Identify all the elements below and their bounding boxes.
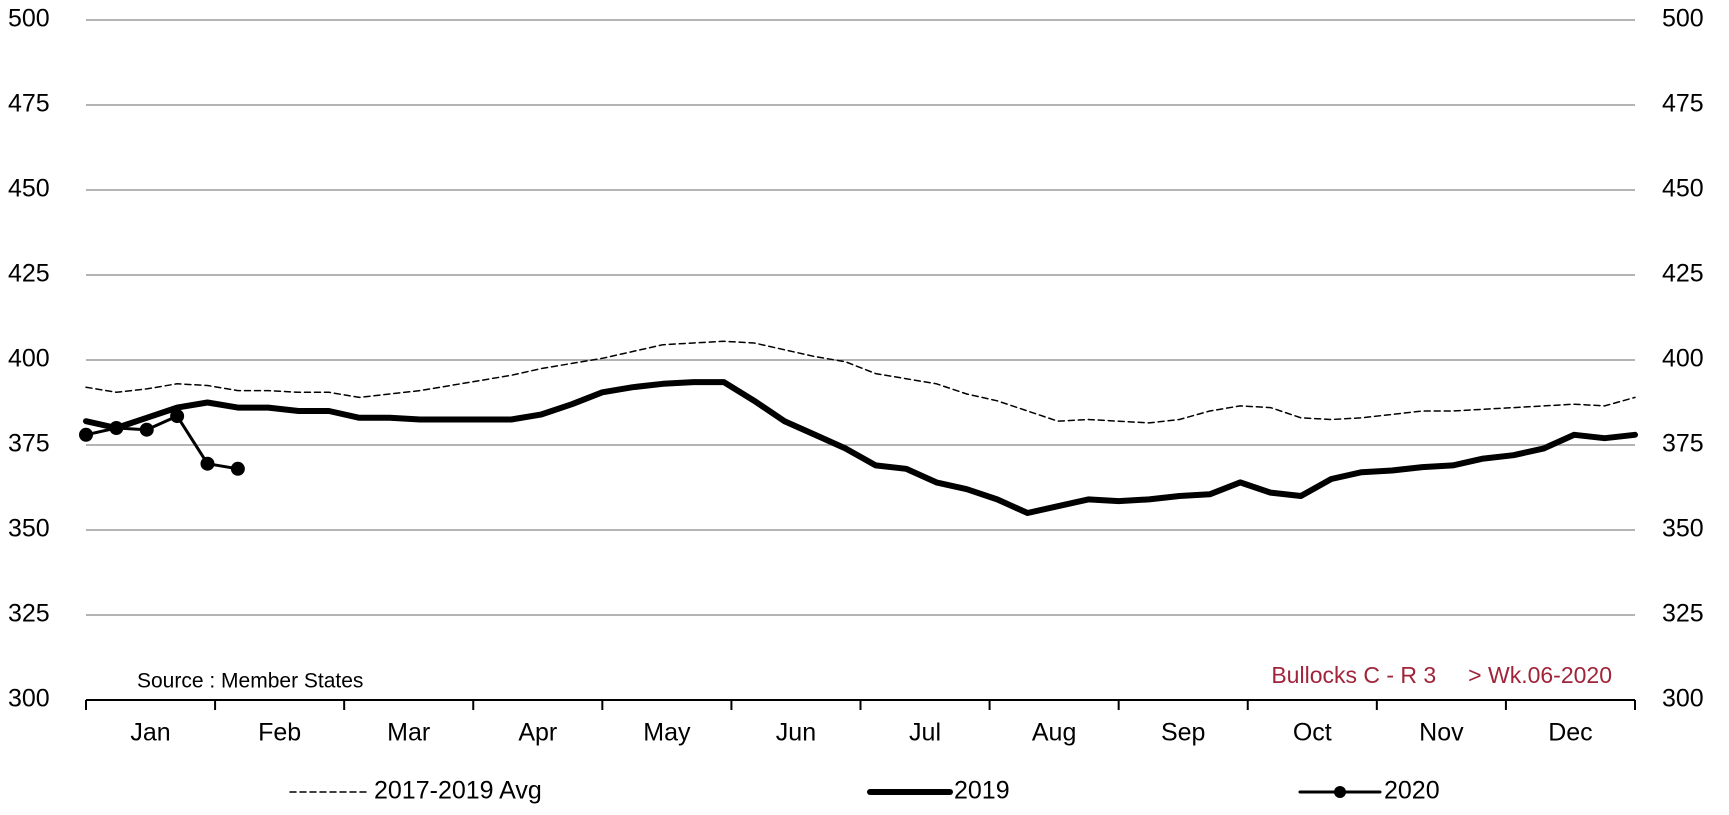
x-tick-label: Dec	[1548, 719, 1592, 747]
y2-tick-label: 400	[1662, 345, 1704, 373]
y-tick-label: 375	[8, 430, 50, 458]
y2-tick-label: 375	[1662, 430, 1704, 458]
x-tick-label: Mar	[387, 719, 430, 747]
data-point	[79, 427, 93, 442]
legend-label: 2017-2019 Avg	[374, 777, 542, 805]
x-tick-label: Apr	[518, 719, 557, 747]
x-tick-label: Nov	[1419, 719, 1464, 747]
series-line	[85, 340, 1636, 424]
y-tick-label: 400	[8, 345, 50, 373]
data-point	[170, 409, 185, 424]
source-note: Source : Member States	[137, 670, 363, 693]
x-tick-label: May	[643, 719, 691, 747]
annotation: Bullocks C - R 3 > Wk.06-2020	[1271, 662, 1612, 688]
y-tick-label: 475	[8, 90, 50, 118]
y-tick-label: 500	[8, 5, 50, 33]
x-tick-label: Jul	[909, 719, 941, 747]
y2-tick-label: 325	[1662, 600, 1704, 628]
y2-tick-label: 350	[1662, 515, 1704, 543]
y2-tick-label: 500	[1662, 5, 1704, 33]
y2-tick-label: 450	[1662, 175, 1704, 203]
x-tick-label: Aug	[1032, 719, 1076, 747]
y-tick-label: 350	[8, 515, 50, 543]
y-tick-label: 450	[8, 175, 50, 203]
legend-label: 2019	[954, 777, 1010, 805]
data-point	[230, 461, 245, 476]
data-point	[109, 421, 124, 435]
y-tick-label: 425	[8, 260, 50, 288]
legend-label: 2020	[1384, 777, 1440, 805]
x-tick-label: Sep	[1161, 719, 1205, 747]
data-point	[200, 456, 215, 471]
y2-tick-label: 425	[1662, 260, 1704, 288]
x-tick-label: Oct	[1293, 719, 1332, 747]
x-tick-label: Jan	[130, 719, 170, 747]
y2-tick-label: 475	[1662, 90, 1704, 118]
x-tick-label: Jun	[776, 719, 816, 747]
y-tick-label: 325	[8, 600, 50, 628]
x-tick-label: Feb	[258, 719, 301, 747]
y-tick-label: 300	[8, 685, 50, 713]
legend-marker	[1334, 786, 1346, 798]
y2-tick-label: 300	[1662, 685, 1704, 713]
data-point	[139, 422, 154, 437]
series-line	[83, 379, 1638, 516]
